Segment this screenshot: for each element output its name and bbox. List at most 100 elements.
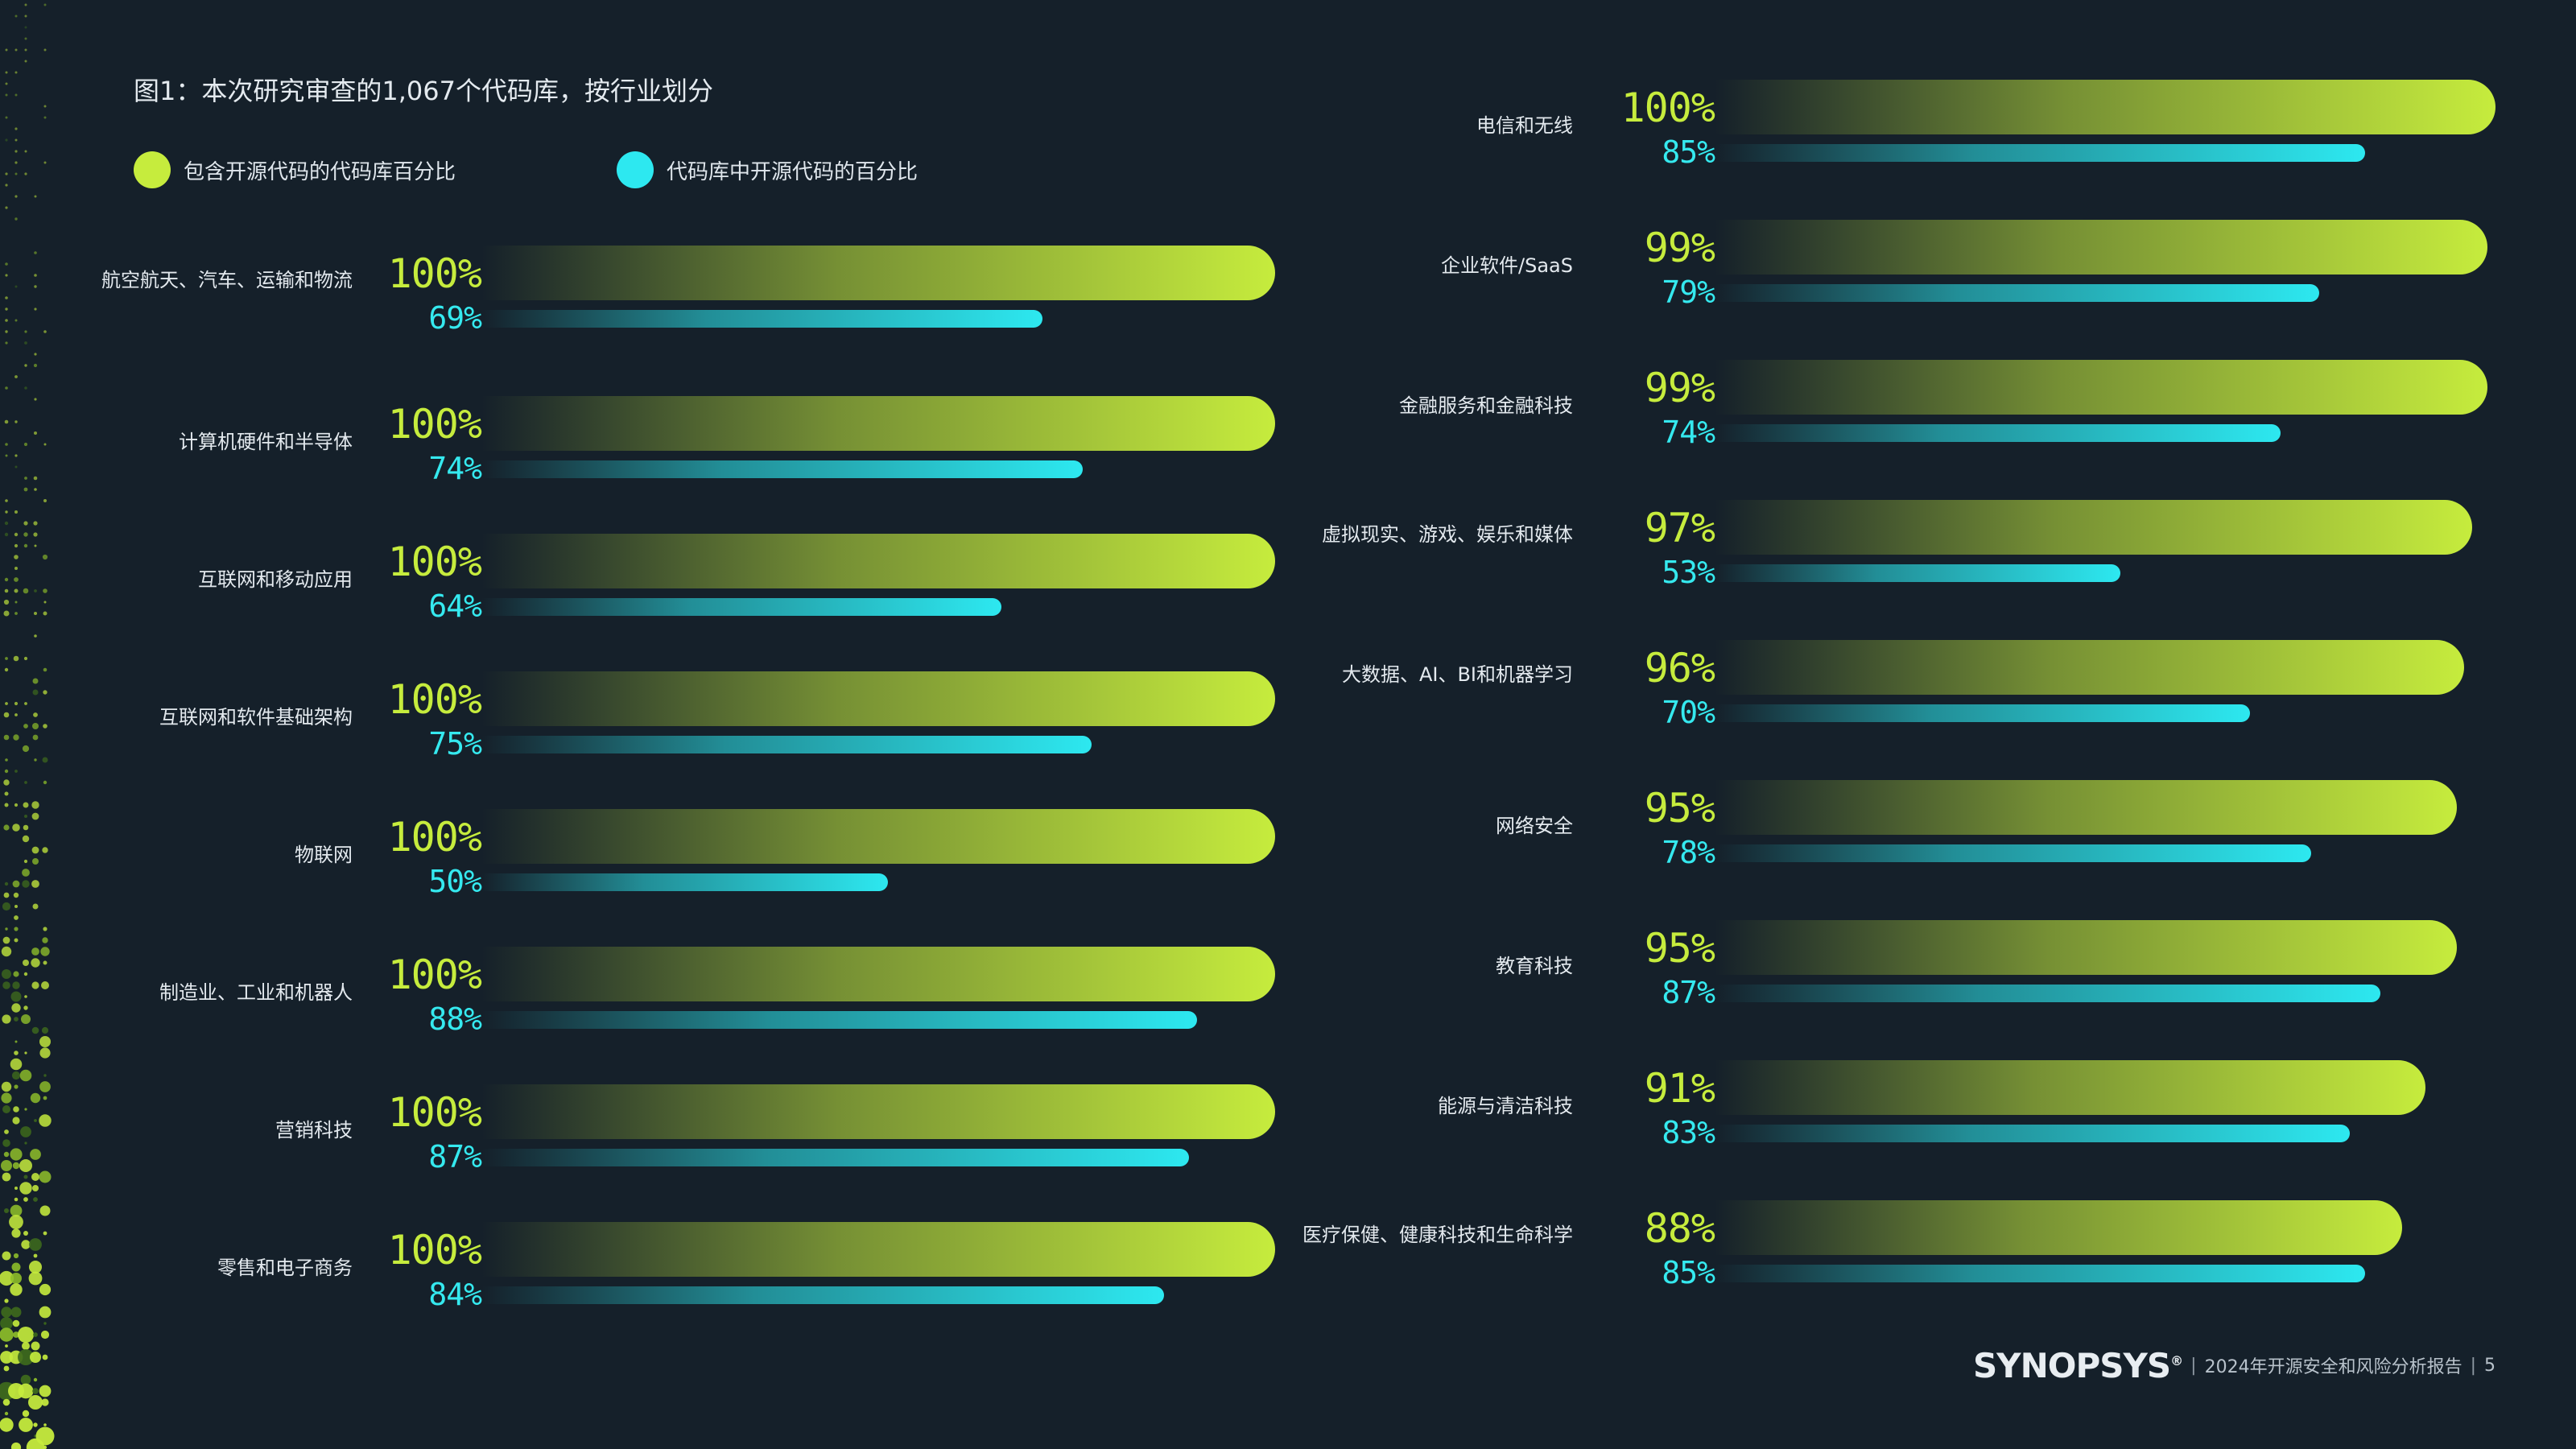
decorative-dot xyxy=(10,1442,22,1449)
decorative-dot xyxy=(42,937,48,943)
decorative-dot xyxy=(32,723,39,729)
decorative-dot xyxy=(5,138,8,142)
decorative-dot xyxy=(42,554,48,560)
decorative-dot xyxy=(23,972,28,976)
decorative-dot xyxy=(14,217,18,221)
decorative-dot xyxy=(4,588,9,593)
decorative-dot xyxy=(3,779,10,786)
decorative-dot xyxy=(14,138,18,142)
decorative-dot xyxy=(23,802,29,808)
decorative-dot xyxy=(5,657,8,660)
decorative-dot xyxy=(5,1344,8,1348)
bar-oss-share xyxy=(1715,564,2120,582)
bar-codebases xyxy=(1715,920,2457,975)
decorative-dot xyxy=(31,1026,39,1034)
category-label: 教育科技 xyxy=(1496,955,1573,977)
decorative-dot xyxy=(9,1215,23,1229)
decorative-dot xyxy=(10,1148,23,1161)
value-label-codebases: 100% xyxy=(387,539,482,585)
category-label: 企业软件/SaaS xyxy=(1441,254,1573,277)
value-label-codebases: 100% xyxy=(387,250,482,297)
category-label: 营销科技 xyxy=(275,1119,353,1141)
synopsys-logo: SYNOPSYS® xyxy=(1972,1345,2183,1385)
decorative-dot xyxy=(14,1084,19,1089)
decorative-dot xyxy=(4,667,9,672)
bar-codebases xyxy=(1715,640,2465,695)
decorative-dot xyxy=(43,1445,47,1449)
decorative-dot xyxy=(43,499,47,502)
decorative-dot xyxy=(10,1283,23,1296)
decorative-dot xyxy=(14,319,18,322)
decorative-dot xyxy=(1,1307,12,1318)
decorative-dot xyxy=(32,734,39,741)
value-label-oss-share: 74% xyxy=(1662,415,1715,450)
decorative-dot xyxy=(21,1240,31,1249)
decorative-dot xyxy=(2,1139,10,1147)
decorative-dot xyxy=(43,1231,47,1236)
decorative-dot xyxy=(33,363,38,368)
decorative-dot xyxy=(14,48,18,52)
decorative-dot xyxy=(4,532,9,537)
value-label-oss-share: 74% xyxy=(428,451,482,486)
decorative-dot xyxy=(23,1005,28,1010)
decorative-dot xyxy=(14,454,18,457)
decorative-dot xyxy=(24,3,27,6)
decorative-dot xyxy=(12,1162,20,1170)
decorative-dot xyxy=(5,499,8,502)
decorative-dot xyxy=(20,1374,31,1385)
decorative-dot xyxy=(14,803,19,807)
decorative-dot xyxy=(5,702,8,705)
decorative-dot xyxy=(24,477,27,480)
decorative-dot xyxy=(14,1017,19,1022)
decorative-dot xyxy=(33,521,38,526)
decorative-dot xyxy=(34,308,37,311)
bar-oss-share xyxy=(481,460,1084,478)
legend-label-codebases: 包含开源代码的代码库百分比 xyxy=(184,159,456,184)
value-label-codebases: 100% xyxy=(1620,85,1715,131)
category-label: 大数据、AI、BI和机器学习 xyxy=(1341,663,1573,686)
decorative-dot xyxy=(4,1411,9,1416)
value-label-oss-share: 87% xyxy=(1662,975,1715,1010)
decorative-dot xyxy=(20,1126,31,1137)
decorative-dot xyxy=(43,1423,47,1426)
decorative-dot xyxy=(34,431,37,435)
value-label-oss-share: 83% xyxy=(1662,1115,1715,1150)
category-label: 虚拟现实、游戏、娱乐和媒体 xyxy=(1322,523,1573,546)
value-label-codebases: 97% xyxy=(1644,505,1715,551)
value-label-codebases: 100% xyxy=(387,952,482,998)
decorative-dot xyxy=(39,1114,52,1127)
decorative-dot xyxy=(4,521,9,526)
decorative-dot xyxy=(33,712,38,717)
decorative-dot xyxy=(33,1253,38,1258)
bar-oss-share xyxy=(481,1149,1189,1166)
decorative-dot xyxy=(41,1398,49,1406)
decorative-dot xyxy=(42,1354,48,1360)
decorative-dot xyxy=(14,588,19,593)
decorative-dot xyxy=(5,330,8,333)
decorative-dot xyxy=(19,1069,32,1082)
decorative-dot xyxy=(14,532,19,537)
decorative-dot xyxy=(12,1117,20,1125)
decorative-dot xyxy=(5,443,8,446)
bar-codebases xyxy=(481,1222,1275,1277)
legend-swatch-lime xyxy=(134,151,171,188)
decorative-dot xyxy=(43,3,47,6)
decorative-dot xyxy=(1,1160,12,1171)
decorative-dot xyxy=(43,588,47,593)
decorative-dot xyxy=(24,781,27,784)
decorative-dot xyxy=(18,1327,34,1343)
footer-report-title: 2024年开源安全和风险分析报告 xyxy=(2204,1357,2462,1377)
decorative-dot xyxy=(43,105,47,108)
decorative-dot xyxy=(0,1317,13,1330)
footer-separator: | xyxy=(2190,1355,2197,1376)
decorative-dot xyxy=(34,195,37,198)
decorative-dot xyxy=(23,1197,28,1202)
decorative-dot xyxy=(43,780,47,785)
bar-oss-share xyxy=(481,1011,1197,1029)
decorative-dot xyxy=(12,824,20,832)
decorative-dot xyxy=(39,1047,51,1059)
category-label: 物联网 xyxy=(295,844,353,866)
decorative-dot xyxy=(39,1306,52,1319)
chart-title: 图1：本次研究审查的1,067个代码库，按行业划分 xyxy=(134,76,713,106)
decorative-dot xyxy=(4,881,9,886)
